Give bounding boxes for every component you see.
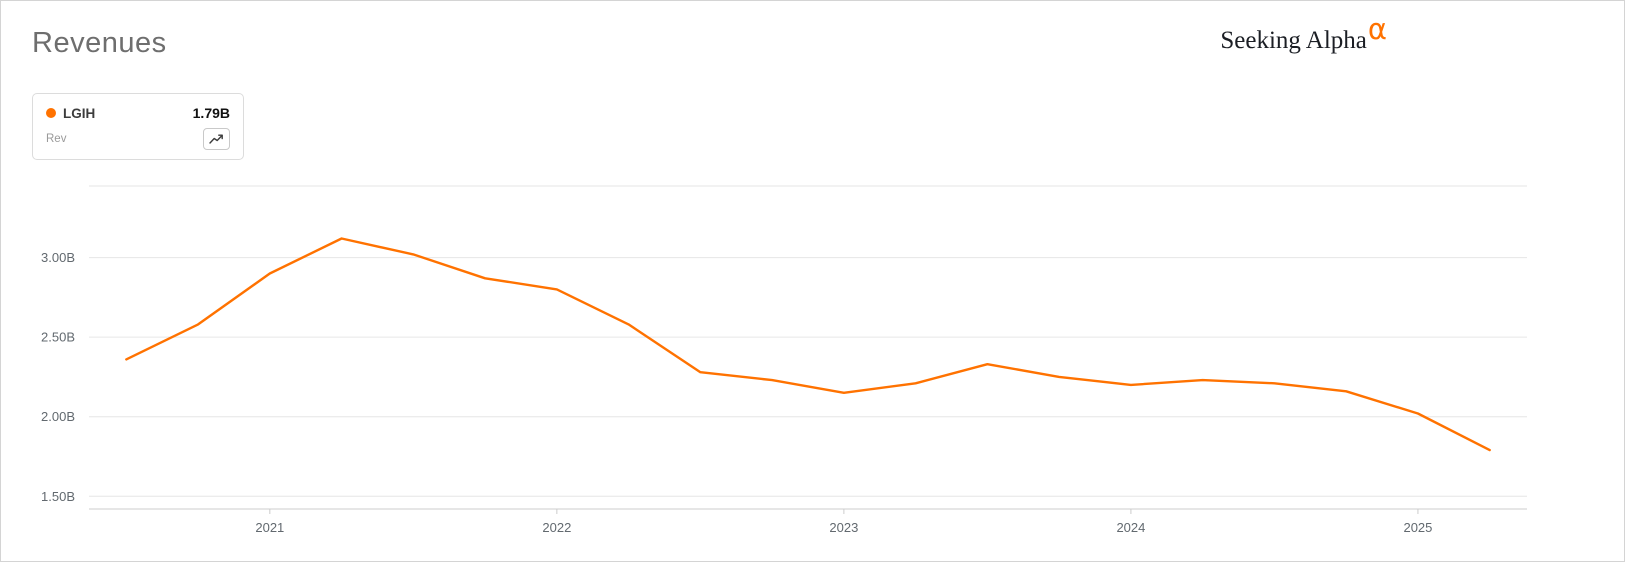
x-tick-label: 2021	[255, 520, 284, 535]
legend-card: LGIH 1.79B Rev	[32, 93, 244, 160]
metric-label: Rev	[46, 133, 67, 145]
series-color-dot	[46, 108, 56, 118]
x-tick-label: 2024	[1116, 520, 1145, 535]
seeking-alpha-logo: Seeking Alphaα	[1220, 15, 1387, 55]
legend-row-metric: Rev	[46, 128, 230, 150]
ticker-value: 1.79B	[192, 105, 230, 121]
x-tick-label: 2022	[542, 520, 571, 535]
ticker-label: LGIH	[63, 105, 96, 121]
y-tick-label: 2.00B	[41, 409, 75, 424]
alpha-icon: α	[1367, 12, 1387, 46]
line-chart-icon	[209, 134, 223, 144]
y-tick-label: 3.00B	[41, 250, 75, 265]
chart-type-button[interactable]	[203, 128, 230, 150]
x-tick-label: 2025	[1403, 520, 1432, 535]
page-title: Revenues	[32, 27, 167, 59]
y-tick-label: 2.50B	[41, 330, 75, 345]
brand-wordmark: Seeking Alpha	[1220, 27, 1367, 54]
x-tick-label: 2023	[829, 520, 858, 535]
revenue-series-line	[125, 237, 1491, 452]
y-tick-label: 1.50B	[41, 489, 75, 504]
legend-row-ticker: LGIH 1.79B	[46, 105, 230, 121]
